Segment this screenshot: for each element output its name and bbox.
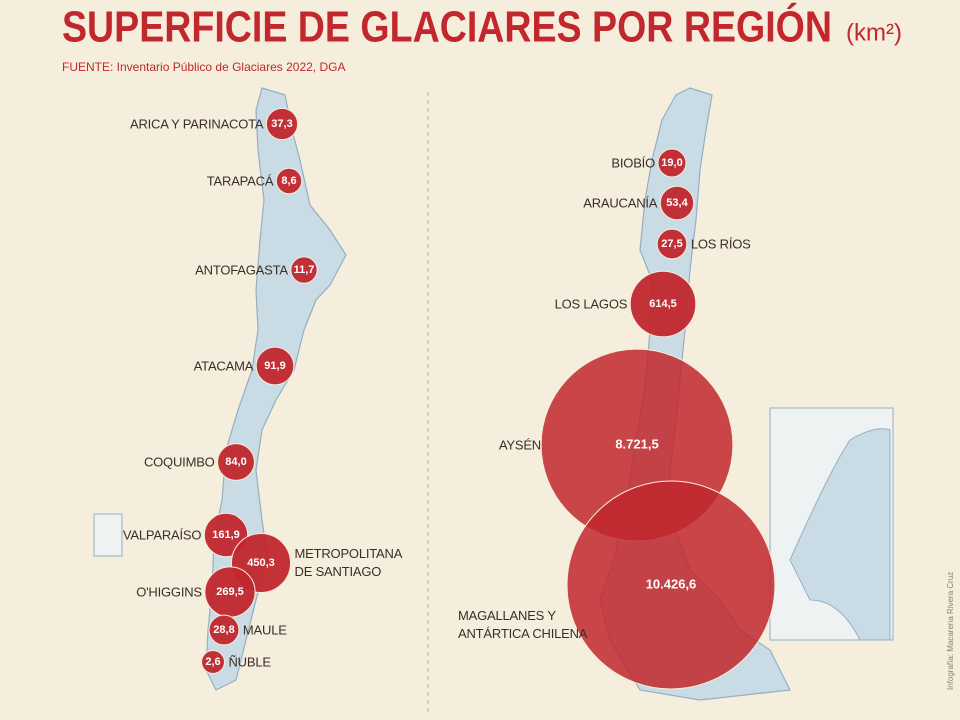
value-label: 10.426,6 — [646, 576, 697, 591]
value-label: 269,5 — [216, 586, 244, 598]
value-label: 37,3 — [271, 118, 292, 130]
bubble — [629, 270, 697, 338]
region-label: LOS LAGOS — [554, 296, 628, 312]
bubble — [290, 256, 318, 284]
region-label: MAGALLANES Y ANTÁRTICA CHILENA — [458, 608, 588, 641]
value-label: 27,5 — [661, 238, 682, 250]
region-label: VALPARAÍSO — [122, 527, 202, 543]
region-label: O'HIGGINS — [136, 584, 202, 600]
region-label: METROPOLITANA DE SANTIAGO — [294, 546, 402, 579]
antarctica-shape — [789, 428, 891, 641]
region-label: ARICA Y PARINACOTA — [129, 116, 264, 132]
region-label: ATACAMA — [193, 358, 254, 374]
island-inset — [93, 513, 123, 557]
bubble — [659, 185, 695, 221]
value-label: 19,0 — [661, 157, 682, 169]
bubble — [657, 148, 687, 178]
value-label: 450,3 — [247, 557, 275, 569]
value-label: 53,4 — [666, 197, 688, 209]
bubble — [656, 228, 688, 260]
region-label: ÑUBLE — [228, 654, 271, 670]
value-label: 11,7 — [294, 264, 315, 276]
value-label: 161,9 — [212, 529, 240, 541]
unit: (km²) — [846, 19, 902, 46]
bubble — [201, 650, 225, 674]
region-label: TARAPACÁ — [206, 173, 274, 189]
value-label: 2,6 — [205, 656, 220, 668]
region-label: COQUIMBO — [143, 454, 215, 470]
chart-title: SUPERFICIE DE GLACIARES POR REGIÓN — [62, 2, 832, 52]
region-label: AYSÉN — [498, 437, 541, 453]
credit: Infografía: Macarena Rivera Cruz — [946, 572, 955, 690]
source: FUENTE: Inventario Público de Glaciares … — [62, 60, 345, 74]
bubble — [566, 480, 776, 690]
bubble — [265, 107, 299, 141]
bubble — [275, 167, 303, 195]
region-label: BIOBÍO — [611, 155, 655, 171]
region-label: ANTOFAGASTA — [195, 262, 288, 278]
value-label: 91,9 — [264, 360, 285, 372]
value-label: 28,8 — [213, 624, 234, 636]
region-label: LOS RÍOS — [690, 236, 751, 252]
bubble — [255, 346, 295, 386]
region-label: MAULE — [242, 622, 287, 638]
value-label: 8,6 — [281, 175, 296, 187]
region-label: ARAUCANÍA — [583, 195, 658, 211]
value-label: 614,5 — [649, 298, 677, 310]
value-label: 8.721,5 — [615, 436, 658, 451]
bubble — [217, 443, 255, 481]
bubble — [208, 614, 240, 646]
value-label: 84,0 — [225, 456, 246, 468]
